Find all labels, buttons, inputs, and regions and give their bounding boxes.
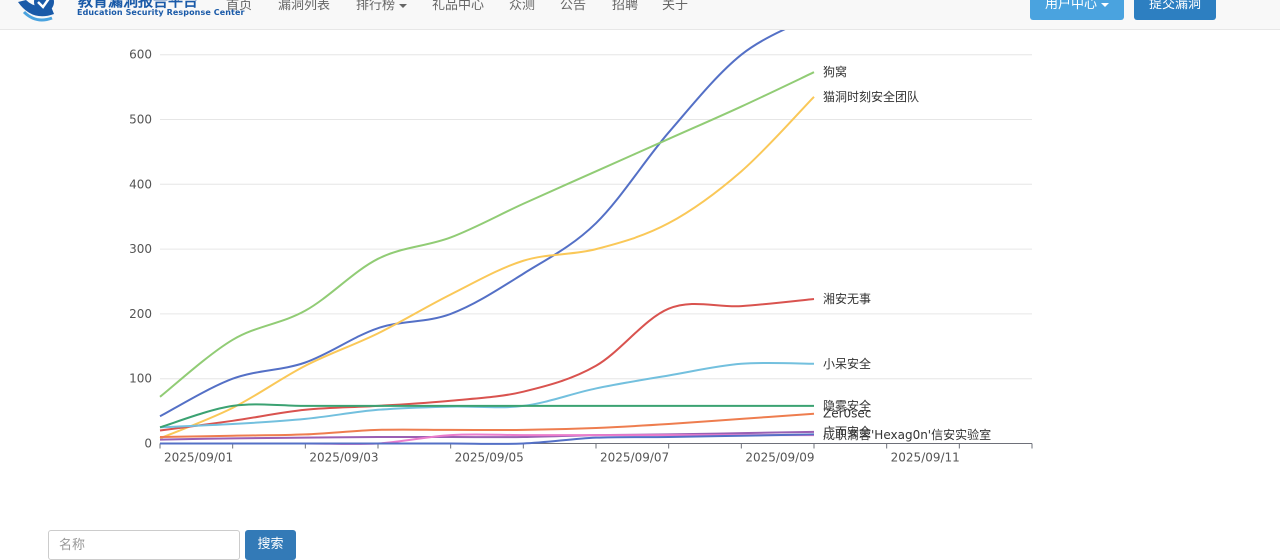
nav-home[interactable]: 首页 xyxy=(226,0,253,13)
series-line[interactable] xyxy=(159,433,815,445)
submit-vuln-button[interactable]: 提交漏洞 xyxy=(1134,0,1216,20)
series-line[interactable] xyxy=(159,96,815,440)
series-end-label: 湘安无事 xyxy=(823,291,871,306)
line-chart: 0 100 200 300 400 500 600 2025/09/01 2025/09/03 2… xyxy=(129,16,1033,465)
chevron-down-icon xyxy=(399,3,408,8)
brand-title: 教育漏洞报告平台 xyxy=(78,0,199,10)
series-end-label: 隐雾安全 xyxy=(823,398,871,413)
logo-icon[interactable] xyxy=(14,0,74,28)
y-tick-label: 400 xyxy=(129,177,152,191)
search-input[interactable] xyxy=(48,530,240,560)
x-tick-label: 2025/09/03 xyxy=(309,451,378,465)
y-tick-label: 200 xyxy=(129,307,152,321)
series-end-label: 猫洞时刻安全团队 xyxy=(823,89,919,104)
x-tick-label: 2025/09/01 xyxy=(164,451,233,465)
x-tick-label: 2025/09/07 xyxy=(600,451,669,465)
x-tick-label: 2025/09/05 xyxy=(455,451,524,465)
series-line[interactable] xyxy=(159,71,815,398)
nav-gift-center[interactable]: 礼品中心 xyxy=(432,0,485,13)
nav-ranking-label: 排行榜 xyxy=(356,0,396,13)
series-line[interactable] xyxy=(159,298,815,432)
y-tick-label: 300 xyxy=(129,242,152,256)
chevron-down-icon xyxy=(1101,2,1109,7)
series-line[interactable] xyxy=(159,361,815,429)
series-end-label: 小呆安全 xyxy=(823,356,871,371)
y-tick-label: 0 xyxy=(144,437,152,451)
search-button[interactable]: 搜索 xyxy=(245,530,296,560)
user-center-label: 用户中心 xyxy=(1044,0,1097,12)
x-tick-label: 2025/09/09 xyxy=(745,451,814,465)
nav-announcement[interactable]: 公告 xyxy=(560,0,587,13)
series-line[interactable] xyxy=(159,16,814,418)
series-end-label: 成职滴蓉'Hexag0n'信安实验室 xyxy=(823,427,991,442)
series-line[interactable] xyxy=(159,412,815,439)
user-center-button[interactable]: 用户中心 xyxy=(1030,0,1124,20)
series-line[interactable] xyxy=(159,403,814,429)
x-tick-label: 2025/09/11 xyxy=(891,451,960,465)
y-tick-label: 100 xyxy=(129,372,152,386)
series-end-label: Zer0sec xyxy=(823,407,871,421)
series-line[interactable] xyxy=(159,430,815,441)
brand-subtitle: Education Security Response Center xyxy=(77,8,245,17)
nav-about[interactable]: 关于 xyxy=(662,0,689,13)
top-navbar: 教育漏洞报告平台 Education Security Response Cen… xyxy=(0,0,1280,30)
nav-recruitment[interactable]: 招聘 xyxy=(612,0,639,13)
nav-vuln-list[interactable]: 漏洞列表 xyxy=(278,0,331,13)
y-tick-label: 500 xyxy=(129,113,152,127)
series-end-label: 狗窝 xyxy=(823,64,847,79)
series-end-label: 广而安全 xyxy=(823,424,871,439)
nav-crowdtest[interactable]: 众测 xyxy=(509,0,536,13)
nav-ranking[interactable]: 排行榜 xyxy=(356,0,408,13)
y-tick-label: 600 xyxy=(129,48,152,62)
